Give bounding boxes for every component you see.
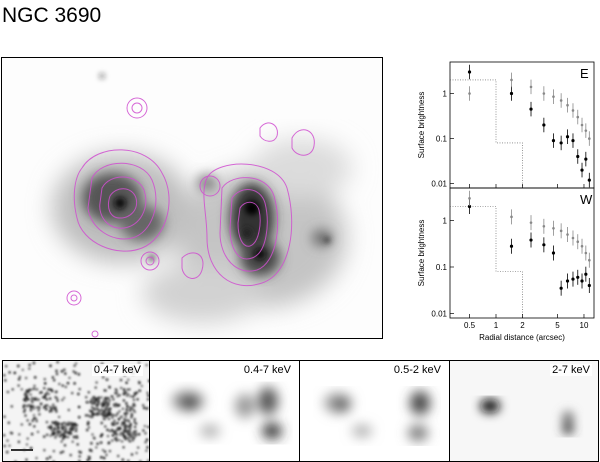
panel-label: 0.5-2 keV <box>391 364 443 376</box>
panel-letter: E <box>580 66 589 81</box>
y-tick-label: 1 <box>443 90 448 99</box>
y-tick-label: 0.1 <box>436 135 448 144</box>
reference-step <box>450 206 523 318</box>
x-ray-panel-smoothed-image <box>172 387 282 439</box>
galaxy-knots <box>100 74 330 261</box>
reference-step <box>450 79 523 188</box>
data-point <box>571 139 575 143</box>
data-point <box>576 115 580 119</box>
data-point <box>588 137 591 140</box>
data-point <box>529 238 533 242</box>
data-point <box>580 123 584 127</box>
galaxy-image-svg <box>2 58 382 338</box>
x-tick-label: 0.5 <box>464 321 476 330</box>
data-point <box>576 275 580 279</box>
y-tick-label: 0.01 <box>431 309 447 318</box>
data-point <box>542 243 546 247</box>
x-ray-panel-hard-image <box>480 399 574 434</box>
x-ray-contours <box>66 97 315 338</box>
data-point <box>542 123 546 127</box>
data-point <box>576 154 580 159</box>
panel-label: 2-7 keV <box>550 364 592 376</box>
data-point <box>580 279 584 283</box>
radial-profile-svg: 0.01 0.1 1 E Surface brightness 0.01 0.1 1 0.5 1 2… <box>417 61 595 342</box>
plot-frame <box>449 187 595 319</box>
x-axis-label: Radial distance (arcsec) <box>479 333 565 342</box>
data-point <box>565 279 570 283</box>
y-tick-label: 0.01 <box>431 180 447 189</box>
data-point <box>467 204 472 209</box>
data-point <box>584 272 588 276</box>
data-point <box>584 251 588 255</box>
data-point <box>588 258 591 262</box>
radial-profile-plots: 0.01 0.1 1 E Surface brightness 0.01 0.1 1 0.5 1 2… <box>394 58 600 348</box>
data-point <box>565 135 570 139</box>
data-point <box>587 178 591 182</box>
data-point <box>584 129 588 132</box>
data-point <box>468 92 471 95</box>
data-point <box>510 215 513 219</box>
data-point <box>551 139 556 143</box>
data-point <box>580 168 584 172</box>
data-point <box>529 107 533 111</box>
data-point <box>468 197 471 200</box>
data-point <box>559 141 563 145</box>
y-tick-label: 1 <box>443 217 448 226</box>
data-point <box>509 244 514 248</box>
data-point <box>552 95 555 98</box>
x-ray-panel-smoothed: 0.4-7 keV <box>150 361 300 461</box>
figure-title: NGC 3690 <box>2 4 102 27</box>
x-tick-label: 5 <box>555 321 560 330</box>
data-point <box>509 91 514 96</box>
x-ray-panel-raw-image <box>3 361 149 461</box>
x-ray-panel-soft: 0.5-2 keV <box>300 361 450 461</box>
x-ray-panel-hard: 2-7 keV <box>450 361 598 461</box>
x-tick-label: 2 <box>520 321 525 330</box>
data-point <box>571 109 575 112</box>
data-point <box>559 286 563 290</box>
data-point <box>566 233 569 236</box>
data-point <box>566 103 569 107</box>
panel-letter: W <box>580 192 593 207</box>
plot-frame <box>449 61 595 189</box>
panel-label: 0.4-7 keV <box>241 364 293 376</box>
x-ray-panel-raw: 0.4-7 keV <box>3 361 150 461</box>
data-point <box>551 251 556 255</box>
panel-label: 0.4-7 keV <box>91 364 143 376</box>
y-tick-label: 0.1 <box>436 263 448 272</box>
x-tick-label: 10 <box>580 321 589 330</box>
data-point <box>559 99 563 102</box>
data-point <box>580 244 584 248</box>
data-point <box>584 157 588 161</box>
data-point <box>576 240 580 243</box>
data-point <box>559 229 563 233</box>
x-ray-panel-soft-image <box>324 391 430 441</box>
scale-bar <box>11 449 33 451</box>
data-point <box>467 70 472 74</box>
x-tick-label: 1 <box>494 321 499 330</box>
galaxy-image <box>1 57 383 339</box>
data-point <box>552 226 555 230</box>
data-point <box>587 283 591 288</box>
galaxy-bright-cores <box>82 173 332 276</box>
data-point <box>571 277 575 281</box>
y-axis-label: Surface brightness <box>417 92 426 159</box>
x-ray-panel-strip: 0.4-7 keV 0.4-7 keV <box>2 360 599 462</box>
data-point <box>510 78 513 82</box>
y-axis-label: Surface brightness <box>417 220 426 287</box>
data-point <box>529 85 533 89</box>
data-point <box>571 236 575 240</box>
data-point <box>542 92 546 95</box>
data-point <box>529 221 533 224</box>
data-point <box>542 225 546 228</box>
